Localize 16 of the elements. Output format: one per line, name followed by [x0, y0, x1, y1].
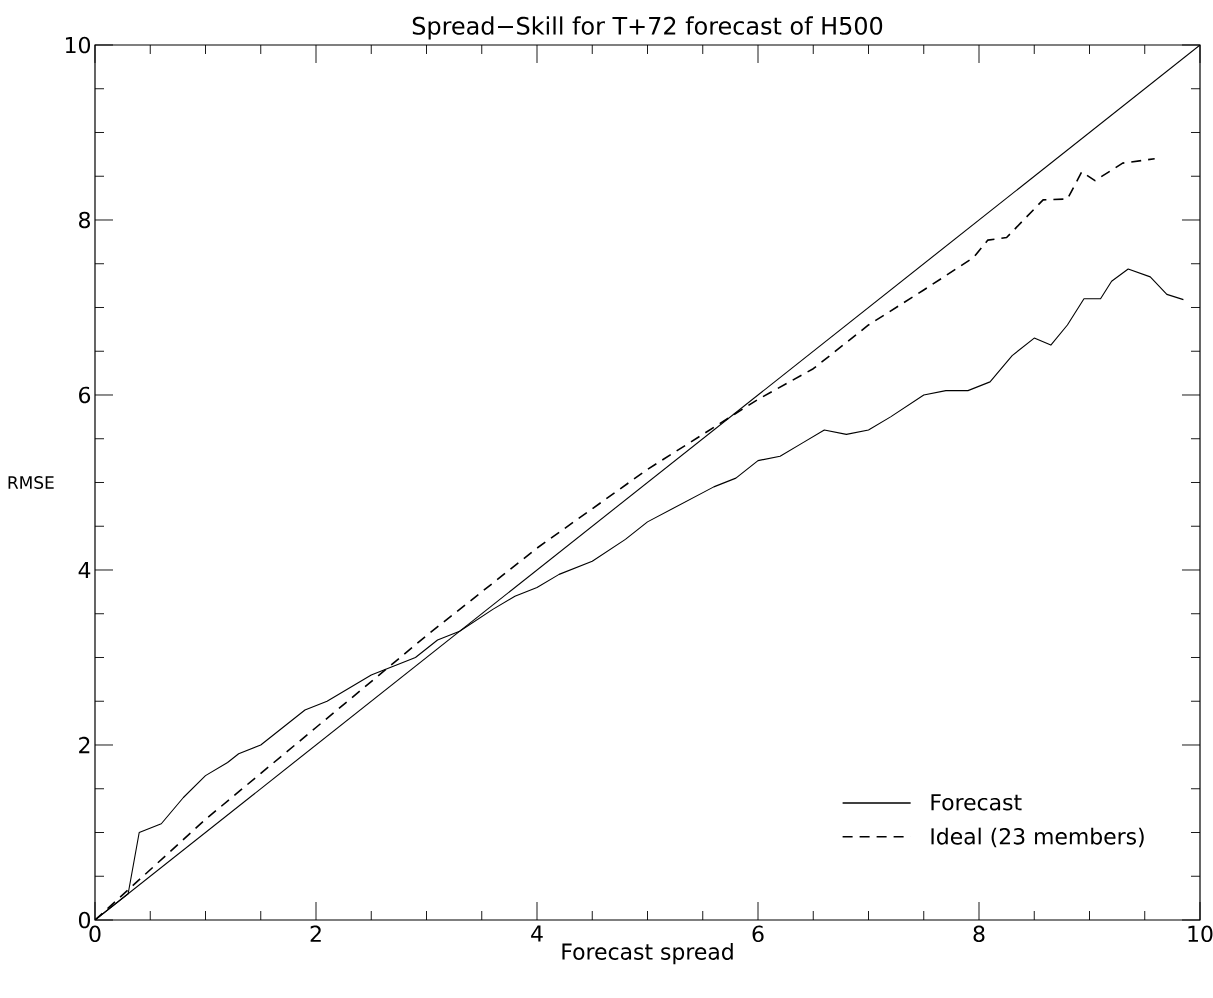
- y-tick-label: 6: [79, 386, 91, 404]
- x-tick-label: 10: [1188, 925, 1213, 943]
- y-tick-label: 8: [79, 211, 90, 229]
- x-tick-label: 2: [310, 925, 321, 942]
- legend-label: Forecast: [931, 794, 1022, 811]
- y-tick-label: 10: [65, 36, 91, 54]
- x-tick-label: 4: [531, 925, 543, 942]
- chart-title: Spread−Skill for T+72 forecast of H500: [412, 16, 883, 40]
- y-tick-label: 0: [78, 911, 91, 929]
- y-tick-label: 4: [78, 562, 91, 578]
- x-tick-label: 6: [752, 925, 764, 943]
- legend-label: Ideal (23 members): [931, 827, 1144, 848]
- y-tick-label: 2: [79, 736, 90, 754]
- y-axis-title: RMSE: [8, 476, 54, 489]
- x-tick-label: 8: [973, 925, 985, 943]
- x-axis-title: Forecast spread: [562, 942, 733, 965]
